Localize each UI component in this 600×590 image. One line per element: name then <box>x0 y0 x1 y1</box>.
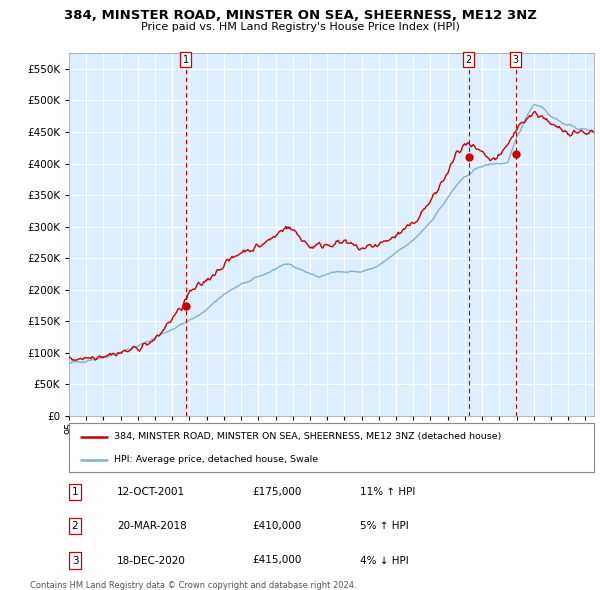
Text: Price paid vs. HM Land Registry's House Price Index (HPI): Price paid vs. HM Land Registry's House … <box>140 22 460 32</box>
Text: 5% ↑ HPI: 5% ↑ HPI <box>360 522 409 531</box>
Text: 384, MINSTER ROAD, MINSTER ON SEA, SHEERNESS, ME12 3NZ (detached house): 384, MINSTER ROAD, MINSTER ON SEA, SHEER… <box>113 432 501 441</box>
Text: 3: 3 <box>513 55 519 65</box>
Text: 4% ↓ HPI: 4% ↓ HPI <box>360 556 409 565</box>
Text: 11% ↑ HPI: 11% ↑ HPI <box>360 487 415 497</box>
Text: 1: 1 <box>71 487 79 497</box>
Text: 3: 3 <box>71 556 79 565</box>
Text: 1: 1 <box>182 55 189 65</box>
Text: 20-MAR-2018: 20-MAR-2018 <box>117 522 187 531</box>
Text: 18-DEC-2020: 18-DEC-2020 <box>117 556 186 565</box>
Text: £415,000: £415,000 <box>252 556 301 565</box>
Text: £175,000: £175,000 <box>252 487 301 497</box>
Text: 2: 2 <box>466 55 472 65</box>
Text: 12-OCT-2001: 12-OCT-2001 <box>117 487 185 497</box>
Text: £410,000: £410,000 <box>252 522 301 531</box>
Text: HPI: Average price, detached house, Swale: HPI: Average price, detached house, Swal… <box>113 455 318 464</box>
Text: Contains HM Land Registry data © Crown copyright and database right 2024.: Contains HM Land Registry data © Crown c… <box>30 581 356 589</box>
Text: 384, MINSTER ROAD, MINSTER ON SEA, SHEERNESS, ME12 3NZ: 384, MINSTER ROAD, MINSTER ON SEA, SHEER… <box>64 9 536 22</box>
Text: 2: 2 <box>71 522 79 531</box>
